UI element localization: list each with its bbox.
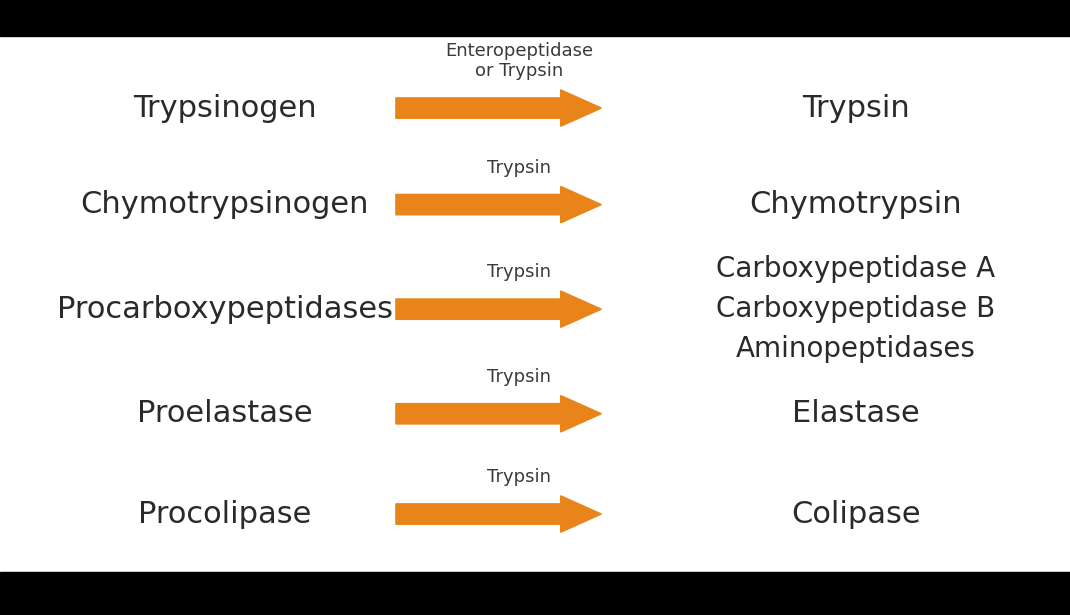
- Text: Chymotrypsin: Chymotrypsin: [750, 190, 962, 219]
- Text: Proelastase: Proelastase: [137, 399, 312, 428]
- Text: Trypsin: Trypsin: [487, 263, 551, 281]
- Text: Procolipase: Procolipase: [138, 499, 311, 528]
- Text: Carboxypeptidase A: Carboxypeptidase A: [717, 255, 995, 283]
- FancyArrow shape: [396, 90, 601, 126]
- Text: Elastase: Elastase: [792, 399, 920, 428]
- FancyArrow shape: [396, 291, 601, 327]
- Text: Procarboxypeptidases: Procarboxypeptidases: [57, 295, 393, 323]
- Text: Trypsinogen: Trypsinogen: [133, 93, 317, 122]
- Text: Carboxypeptidase B: Carboxypeptidase B: [717, 295, 995, 323]
- Text: Trypsin: Trypsin: [487, 159, 551, 177]
- Text: Colipase: Colipase: [791, 499, 921, 528]
- FancyArrow shape: [396, 186, 601, 223]
- Text: Enteropeptidase
or Trypsin: Enteropeptidase or Trypsin: [445, 42, 593, 80]
- FancyArrow shape: [396, 496, 601, 532]
- Text: Chymotrypsinogen: Chymotrypsinogen: [80, 190, 369, 219]
- Text: Trypsin: Trypsin: [802, 93, 910, 122]
- Text: Aminopeptidases: Aminopeptidases: [736, 335, 976, 363]
- Text: Trypsin: Trypsin: [487, 468, 551, 486]
- FancyArrow shape: [396, 395, 601, 432]
- Text: Trypsin: Trypsin: [487, 368, 551, 386]
